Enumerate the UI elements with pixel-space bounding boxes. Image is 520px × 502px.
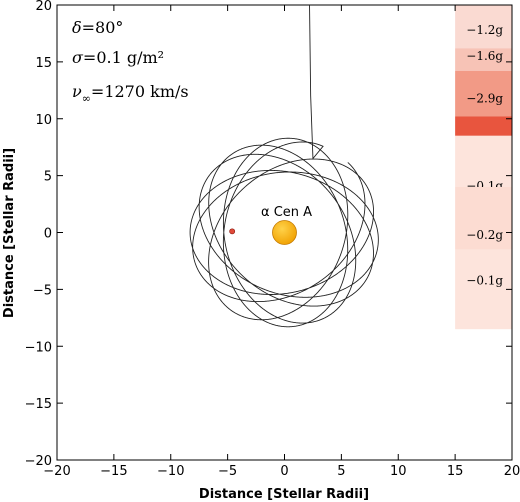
x-tick-label: −20: [43, 464, 70, 479]
accel-segment: [455, 116, 512, 136]
y-tick-label: 15: [35, 56, 52, 71]
accel-label: −1.6g: [466, 49, 503, 63]
x-tick-label: −15: [100, 464, 127, 479]
accel-segment: [455, 70, 512, 117]
sigma-value: =0.1 g/m²: [83, 48, 164, 67]
accel-segment: [455, 5, 512, 49]
y-tick-label: −5: [33, 283, 52, 298]
x-tick-label: 15: [447, 464, 464, 479]
y-axis-ticks: −20 −15 −10 −5 0 5 10 15 20: [25, 0, 512, 469]
x-tick-label: 5: [337, 464, 345, 479]
star-marker: [272, 220, 297, 245]
delta-symbol: δ: [72, 18, 82, 37]
x-axis-ticks: −20 −15 −10 −5 0 5 10 15 20: [43, 5, 520, 479]
nu-value: =1270 km/s: [91, 82, 189, 101]
x-tick-label: 0: [280, 464, 288, 479]
accel-label: −1.2g: [466, 23, 503, 37]
x-tick-label: −10: [157, 464, 184, 479]
y-tick-label: −20: [25, 454, 52, 469]
trajectory: [189, 4, 379, 328]
x-tick-label: 10: [390, 464, 407, 479]
sigma-annotation: σ=0.1 g/m²: [72, 48, 164, 67]
star-label: α Cen A: [261, 205, 312, 220]
trajectory-path: [189, 4, 379, 328]
x-tick-label: 20: [504, 464, 520, 479]
y-tick-label: 5: [44, 170, 52, 185]
nu-subscript: ∞: [82, 92, 91, 105]
y-tick-label: −10: [25, 340, 52, 355]
nu-symbol: ν: [72, 82, 82, 101]
nu-annotation: ν∞=1270 km/s: [72, 82, 189, 105]
accel-segment: [455, 48, 512, 71]
accel-label: −0.1g: [466, 273, 503, 287]
particle-marker: [229, 228, 236, 235]
y-axis-title: Distance [Stellar Radii]: [2, 148, 17, 318]
accel-segment: [455, 135, 512, 187]
y-tick-label: 10: [35, 113, 52, 128]
y-tick-label: 20: [35, 0, 52, 14]
x-tick-label: −5: [218, 464, 237, 479]
accel-label: −0.2g: [466, 228, 503, 242]
delta-value: =80°: [82, 18, 124, 37]
sigma-symbol: σ: [72, 48, 84, 67]
accel-segment: [455, 187, 512, 250]
acceleration-bar: −1.2g−1.6g−2.9g−6.2g−0.1g−0.2g−0.1g: [455, 5, 512, 330]
y-tick-label: 0: [44, 227, 52, 242]
accel-label: −2.9g: [466, 91, 503, 105]
y-tick-label: −15: [25, 397, 52, 412]
delta-annotation: δ=80°: [72, 18, 123, 37]
accel-segment: [455, 249, 512, 330]
x-axis-title: Distance [Stellar Radii]: [199, 487, 369, 502]
